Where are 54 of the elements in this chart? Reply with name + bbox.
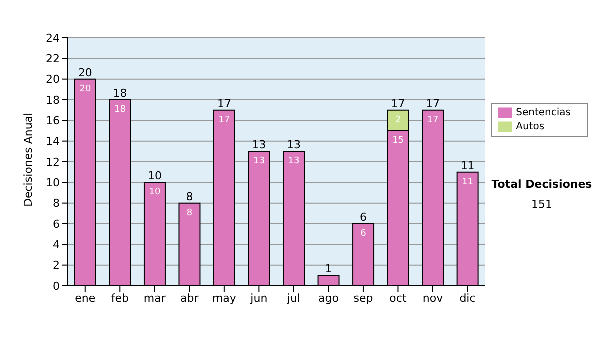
x-tick-label: feb bbox=[111, 292, 129, 305]
legend-label: Sentencias bbox=[516, 108, 571, 119]
total-label: 17 bbox=[217, 97, 232, 110]
data-label: 11 bbox=[462, 177, 474, 188]
total-label: 10 bbox=[148, 170, 162, 183]
data-label: 17 bbox=[427, 115, 439, 126]
data-label: 18 bbox=[114, 105, 126, 115]
data-label: 2 bbox=[395, 115, 402, 126]
total-label: 17 bbox=[426, 97, 440, 110]
total-label: 11 bbox=[460, 159, 475, 172]
total-label: 18 bbox=[113, 87, 128, 100]
total-label: 1 bbox=[325, 262, 332, 276]
y-tick-label: 12 bbox=[46, 156, 60, 169]
text: 151 bbox=[530, 198, 554, 211]
total-label: 13 bbox=[287, 138, 302, 152]
data-label: 8 bbox=[186, 208, 193, 218]
data-label: 17 bbox=[218, 115, 230, 126]
y-tick-label: 6 bbox=[53, 218, 60, 231]
x-tick-label: jul bbox=[286, 292, 300, 305]
x-tick-label: nov bbox=[422, 292, 444, 305]
y-tick-label: 16 bbox=[46, 114, 60, 128]
y-tick-label: 10 bbox=[46, 176, 60, 190]
x-tick-label: sep bbox=[354, 292, 374, 305]
y-tick-label: 20 bbox=[46, 73, 60, 86]
x-tick-label: oct bbox=[390, 292, 408, 305]
data-label: 6 bbox=[360, 229, 367, 239]
x-tick-label: jun bbox=[250, 292, 268, 305]
y-tick-label: 24 bbox=[46, 32, 60, 45]
x-tick-label: ago bbox=[318, 292, 340, 305]
y-tick-label: 8 bbox=[53, 197, 60, 210]
total-label: 8 bbox=[186, 190, 194, 204]
total-label: 17 bbox=[391, 97, 406, 110]
data-label: 10 bbox=[149, 188, 161, 198]
total-label: 6 bbox=[360, 211, 368, 224]
y-tick-label: 2 bbox=[53, 259, 60, 272]
y-tick-label: 22 bbox=[46, 52, 60, 66]
x-tick-label: may bbox=[212, 292, 237, 305]
y-tick-label: 18 bbox=[46, 94, 60, 107]
data-label: 13 bbox=[254, 156, 265, 167]
x-tick-label: mar bbox=[144, 292, 166, 305]
x-tick-label: dic bbox=[460, 292, 476, 305]
data-label: 13 bbox=[288, 156, 300, 167]
total-label: 13 bbox=[252, 138, 266, 152]
data-label: 20 bbox=[80, 84, 92, 94]
total-label: 20 bbox=[78, 66, 92, 80]
y-tick-label: 14 bbox=[46, 135, 60, 148]
x-tick-label: ene bbox=[75, 292, 96, 305]
data-label: 15 bbox=[392, 136, 404, 146]
y-tick-label: 4 bbox=[53, 238, 60, 252]
x-tick-label: abr bbox=[180, 292, 200, 305]
legend-label: Autos bbox=[516, 122, 545, 133]
y-axis-title: Decisiones Anual bbox=[22, 112, 35, 207]
y-tick-label: 0 bbox=[53, 280, 60, 293]
text: Total Decisiones bbox=[490, 178, 594, 191]
